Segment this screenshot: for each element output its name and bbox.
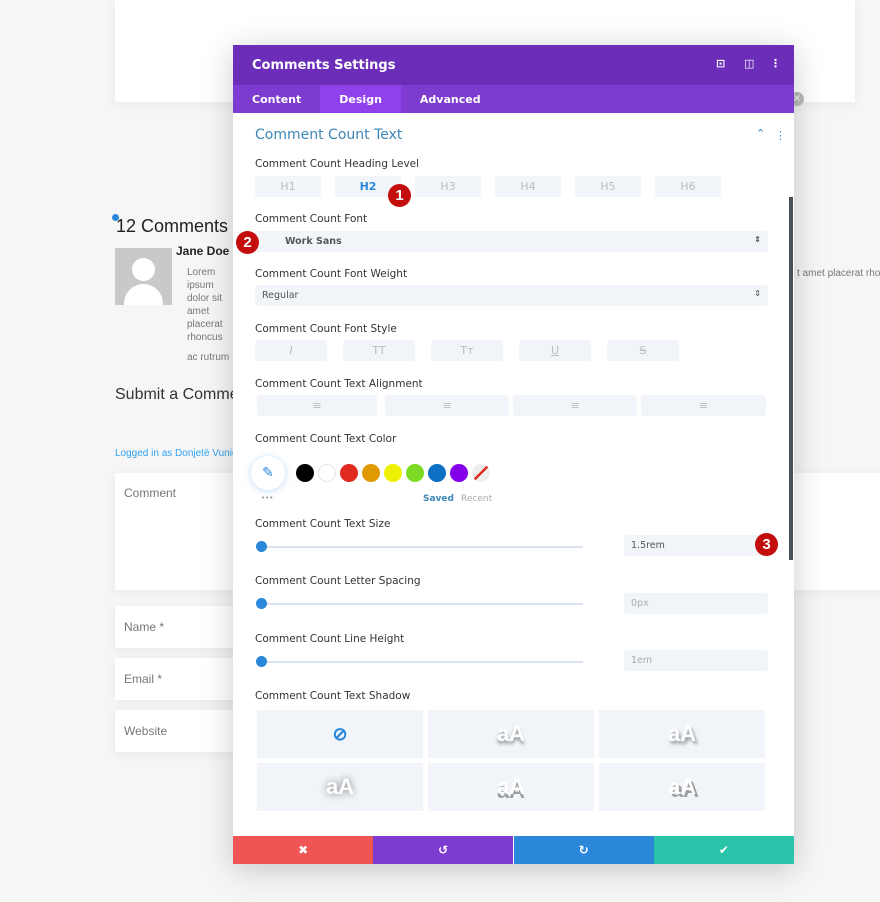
font-value: Work Sans (285, 236, 342, 247)
letter-spacing-label: Comment Count Letter Spacing (255, 575, 421, 587)
logged-in-link[interactable]: Logged in as Donjetë Vuniqi (115, 448, 240, 459)
split-view-icon[interactable]: ◫ (744, 57, 755, 70)
swatch-red[interactable] (340, 464, 358, 482)
comment-author[interactable]: Jane Doe (176, 244, 230, 258)
swatch-orange[interactable] (362, 464, 380, 482)
swatch-purple[interactable] (450, 464, 468, 482)
section-options-icon[interactable]: ⋮ (775, 129, 786, 142)
tab-design[interactable]: Design (320, 85, 401, 113)
swatch-green[interactable] (406, 464, 424, 482)
saved-colors-tab[interactable]: Saved (423, 494, 454, 504)
cancel-button[interactable]: ✖ (233, 836, 374, 864)
swatch-black[interactable] (296, 464, 314, 482)
modal-title: Comments Settings (252, 58, 396, 73)
h1-button[interactable]: H1 (255, 176, 321, 197)
swatch-yellow[interactable] (384, 464, 402, 482)
shadow-preset-5[interactable]: aA (599, 763, 765, 811)
modal-header: Comments Settings ⊡ ◫ ⋮ (233, 45, 794, 85)
website-input[interactable]: Website (115, 710, 255, 752)
annotation-badge-3: 3 (755, 533, 778, 556)
letter-spacing-input[interactable]: 0px (624, 593, 768, 614)
swatch-none-icon[interactable] (472, 464, 490, 482)
text-alignment-label: Comment Count Text Alignment (255, 378, 423, 390)
comment-count-heading: 12 Comments (116, 216, 229, 236)
email-input[interactable]: Email * (115, 658, 255, 700)
font-select[interactable]: Work Sans ⇕ (255, 231, 768, 252)
save-button[interactable]: ✔ (653, 836, 794, 864)
recent-colors-tab[interactable]: Recent (461, 494, 493, 504)
capitalize-button[interactable]: Tт (431, 340, 503, 361)
slider-knob[interactable] (256, 656, 267, 667)
italic-button[interactable]: I (255, 340, 327, 361)
h3-button[interactable]: H3 (415, 176, 481, 197)
slider-knob[interactable] (256, 541, 267, 552)
letter-spacing-slider[interactable] (256, 598, 583, 609)
collapse-icon[interactable]: ⌃ (756, 127, 766, 140)
line-height-label: Comment Count Line Height (255, 633, 405, 645)
name-input[interactable]: Name * (115, 606, 255, 648)
h5-button[interactable]: H5 (575, 176, 641, 197)
more-colors-icon[interactable]: ••• (261, 494, 274, 502)
text-size-input[interactable]: 1.5rem (624, 535, 768, 556)
annotation-badge-2: 2 (236, 231, 259, 254)
select-arrows-icon: ⇕ (754, 289, 761, 298)
h6-button[interactable]: H6 (655, 176, 721, 197)
h2-button[interactable]: H2 (335, 176, 401, 197)
align-left-button[interactable]: ≡ (257, 395, 377, 416)
swatch-white[interactable] (318, 464, 336, 482)
shadow-preset-3[interactable]: aA (257, 763, 423, 811)
eyedropper-button[interactable]: ✎ (251, 456, 285, 490)
scrollbar[interactable] (789, 197, 793, 560)
avatar (115, 248, 172, 305)
h4-button[interactable]: H4 (495, 176, 561, 197)
redo-button[interactable]: ↻ (513, 836, 654, 864)
uppercase-button[interactable]: TT (343, 340, 415, 361)
swatch-blue[interactable] (428, 464, 446, 482)
align-justify-button[interactable]: ≡ (641, 395, 766, 416)
section-title[interactable]: Comment Count Text (255, 127, 403, 143)
shadow-preset-2[interactable]: aA (599, 710, 765, 758)
fullscreen-icon[interactable]: ⊡ (716, 57, 726, 70)
text-size-slider[interactable] (256, 541, 583, 552)
text-color-label: Comment Count Text Color (255, 433, 397, 445)
font-label: Comment Count Font (255, 213, 368, 225)
more-options-icon[interactable]: ⋮ (770, 57, 781, 70)
comment-body-line2: ac rutrum (187, 352, 230, 363)
edit-dot-icon (112, 214, 119, 221)
comment-body-line1: Lorem ipsum dolor sit amet placerat rhon… (187, 267, 223, 343)
slider-knob[interactable] (256, 598, 267, 609)
annotation-badge-1: 1 (388, 184, 411, 207)
underline-button[interactable]: U (519, 340, 591, 361)
align-right-button[interactable]: ≡ (513, 395, 637, 416)
text-size-label: Comment Count Text Size (255, 518, 391, 530)
tab-content[interactable]: Content (252, 93, 302, 106)
strikethrough-button[interactable]: S (607, 340, 679, 361)
heading-level-label: Comment Count Heading Level (255, 158, 420, 170)
font-weight-label: Comment Count Font Weight (255, 268, 408, 280)
select-arrows-icon: ⇕ (754, 235, 761, 244)
text-shadow-label: Comment Count Text Shadow (255, 690, 411, 702)
align-center-button[interactable]: ≡ (385, 395, 509, 416)
settings-modal: Comments Settings ⊡ ◫ ⋮ Content Design A… (233, 45, 794, 864)
tab-bar: Content Design Advanced (233, 85, 794, 113)
line-height-input[interactable]: 1em (624, 650, 768, 671)
font-style-label: Comment Count Font Style (255, 323, 397, 335)
shadow-none-button[interactable]: ⊘ (257, 710, 423, 758)
shadow-preset-4[interactable]: aA (428, 763, 594, 811)
undo-button[interactable]: ↺ (373, 836, 514, 864)
line-height-slider[interactable] (256, 656, 583, 667)
submit-comment-heading: Submit a Comment (115, 386, 252, 403)
font-weight-value: Regular (262, 290, 299, 301)
font-weight-select[interactable]: Regular ⇕ (255, 285, 768, 306)
shadow-preset-1[interactable]: aA (428, 710, 594, 758)
comment-body-right: t amet placerat rho (797, 268, 880, 279)
tab-advanced[interactable]: Advanced (419, 93, 481, 106)
